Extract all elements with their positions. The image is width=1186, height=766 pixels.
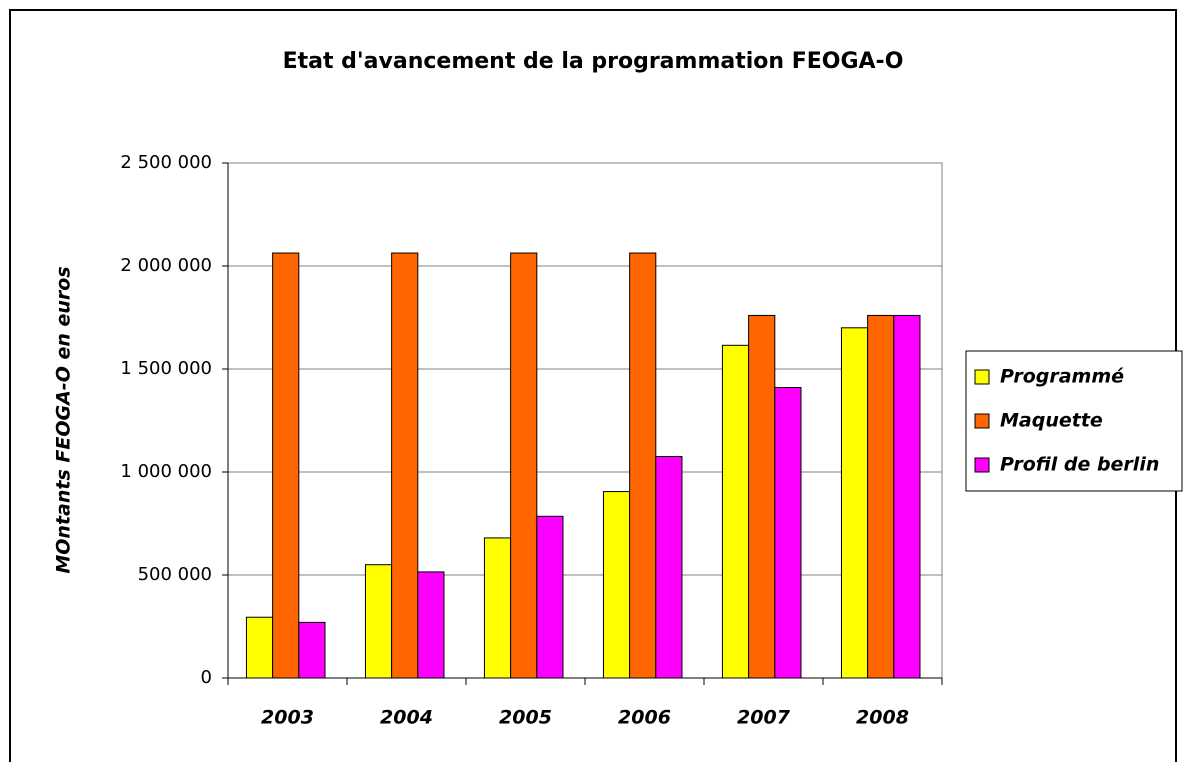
bar [391, 252, 419, 679]
bar [602, 491, 631, 679]
bar [774, 387, 802, 679]
legend-label: Profil de berlin [1000, 454, 1159, 476]
x-tick-label: 2003 [261, 707, 314, 729]
y-tick-label: 1 000 000 [120, 461, 212, 482]
bar [748, 314, 776, 679]
plot-area [227, 162, 943, 679]
legend-swatch [974, 413, 990, 429]
chart-title: Etat d'avancement de la programmation FE… [283, 49, 904, 74]
x-tick-label: 2008 [856, 707, 909, 729]
y-tick-label: 0 [201, 667, 212, 688]
legend-box [965, 350, 1183, 492]
bar [364, 564, 393, 679]
y-tick-label: 1 500 000 [120, 358, 212, 379]
y-tick-label: 2 500 000 [120, 152, 212, 173]
bar [629, 252, 657, 679]
bar [510, 252, 538, 679]
legend-label: Programmé [1000, 366, 1124, 388]
bar [417, 571, 445, 679]
bar [840, 327, 869, 679]
y-tick-label: 500 000 [138, 564, 212, 585]
x-tick-label: 2005 [499, 707, 552, 729]
bar [272, 252, 300, 679]
bar [721, 344, 750, 679]
legend-swatch [974, 457, 990, 473]
legend-label: Maquette [1000, 410, 1103, 432]
bar [893, 314, 921, 679]
x-tick-label: 2006 [618, 707, 671, 729]
bar [536, 515, 564, 679]
y-tick-label: 2 000 000 [120, 255, 212, 276]
bar [298, 621, 326, 679]
bar [245, 616, 274, 679]
x-tick-label: 2004 [380, 707, 433, 729]
x-tick-label: 2007 [737, 707, 791, 729]
bar [655, 456, 683, 679]
bar [483, 537, 512, 679]
legend-swatch [974, 369, 990, 385]
y-axis-title: MOntants FEOGA-O en euros [53, 266, 75, 573]
bar [867, 314, 895, 679]
